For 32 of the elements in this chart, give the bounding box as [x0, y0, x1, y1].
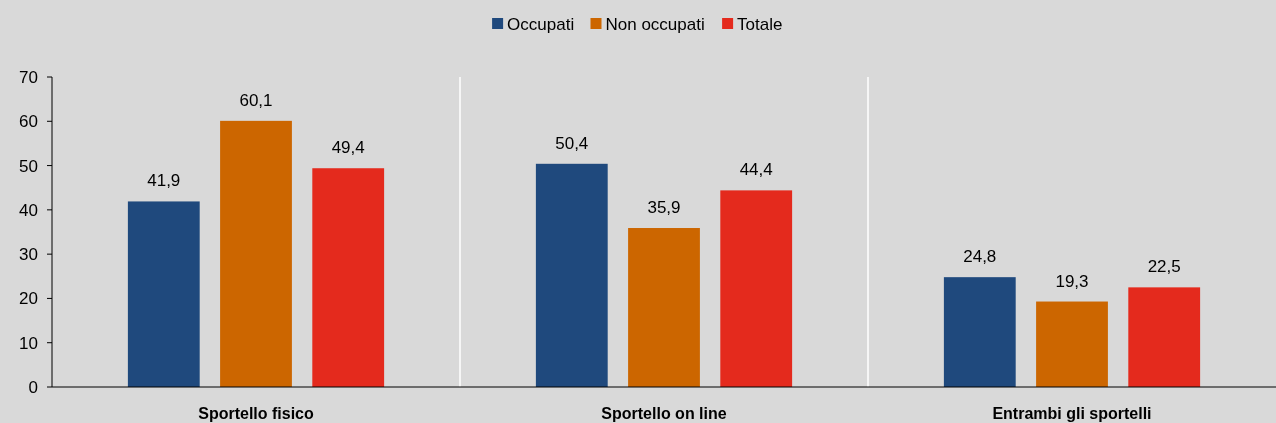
bar [127, 201, 200, 387]
y-tick-label: 70 [19, 68, 38, 87]
data-label: 22,5 [1147, 257, 1181, 277]
legend-label: Occupati [507, 15, 575, 34]
legend-label: Totale [737, 15, 783, 34]
bar [312, 168, 385, 387]
bar [1036, 301, 1108, 387]
data-label: 50,4 [555, 133, 589, 153]
y-tick-label: 40 [19, 200, 38, 220]
bar [1128, 287, 1201, 387]
y-tick-label: 50 [19, 156, 38, 176]
y-tick-label: 30 [19, 245, 38, 265]
bar [720, 190, 793, 387]
bar [535, 163, 608, 387]
y-tick-label: 0 [28, 378, 38, 397]
data-label: 41,9 [147, 171, 181, 191]
x-tick-label: Entrambi gli sportelli [992, 405, 1152, 422]
bar [220, 120, 292, 387]
x-tick-label: Sportello fisico [198, 405, 315, 422]
data-label: 19,3 [1055, 271, 1089, 291]
bar [943, 277, 1016, 387]
data-label: 60,1 [239, 90, 273, 110]
data-label: 49,4 [331, 138, 365, 158]
y-tick-label: 20 [19, 289, 38, 309]
x-tick-label: Sportello on line [601, 405, 727, 422]
legend-label: Non occupati [605, 15, 705, 34]
data-label: 35,9 [647, 198, 681, 218]
data-label: 44,4 [739, 160, 773, 180]
y-tick-label: 60 [19, 112, 38, 132]
bar [628, 228, 700, 387]
data-label: 24,8 [963, 247, 997, 267]
y-tick-label: 10 [19, 333, 38, 353]
